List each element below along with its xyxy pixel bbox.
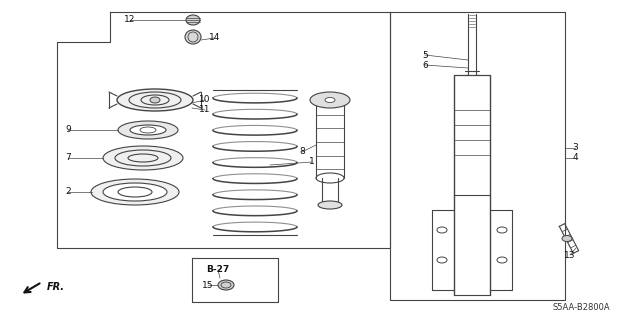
Ellipse shape	[562, 236, 572, 242]
Ellipse shape	[150, 97, 160, 103]
Text: 10: 10	[199, 95, 211, 105]
Text: 2: 2	[65, 188, 71, 196]
Ellipse shape	[117, 89, 193, 111]
Text: 1: 1	[309, 157, 315, 166]
Text: 3: 3	[572, 143, 578, 153]
Ellipse shape	[310, 92, 350, 108]
Text: B-27: B-27	[206, 266, 230, 275]
Ellipse shape	[497, 257, 507, 263]
Ellipse shape	[103, 183, 167, 201]
Text: 7: 7	[65, 154, 71, 163]
Ellipse shape	[325, 98, 335, 102]
Text: 9: 9	[65, 125, 71, 134]
Ellipse shape	[185, 30, 201, 44]
Text: FR.: FR.	[47, 282, 65, 292]
Text: 4: 4	[572, 154, 578, 163]
Text: 15: 15	[202, 281, 214, 290]
Ellipse shape	[91, 179, 179, 205]
Ellipse shape	[437, 257, 447, 263]
Ellipse shape	[130, 125, 166, 135]
Ellipse shape	[318, 201, 342, 209]
Text: 14: 14	[209, 34, 221, 43]
Text: 11: 11	[199, 106, 211, 115]
Text: 5: 5	[422, 51, 428, 60]
Text: 8: 8	[299, 148, 305, 156]
Ellipse shape	[118, 121, 178, 139]
Ellipse shape	[437, 227, 447, 233]
Ellipse shape	[497, 227, 507, 233]
Ellipse shape	[218, 280, 234, 290]
Text: 12: 12	[124, 15, 136, 25]
Text: S5AA-B2800A: S5AA-B2800A	[552, 303, 610, 312]
Ellipse shape	[103, 146, 183, 170]
Text: 13: 13	[564, 251, 576, 260]
Text: 6: 6	[422, 60, 428, 69]
Ellipse shape	[186, 15, 200, 25]
